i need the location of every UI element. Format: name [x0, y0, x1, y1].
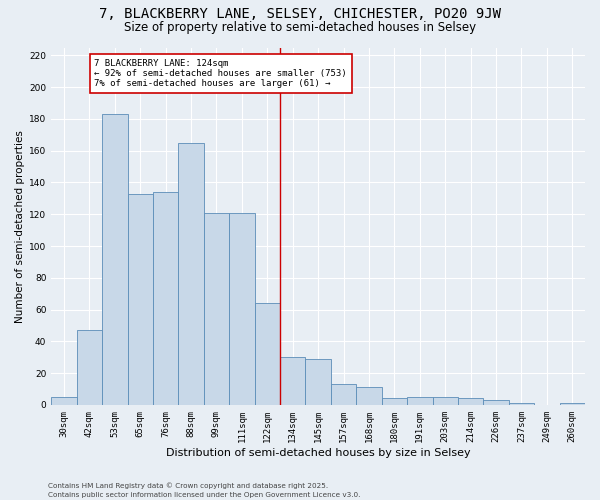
- Bar: [484, 400, 509, 405]
- Bar: [509, 403, 534, 405]
- Bar: [128, 194, 153, 405]
- Text: 7, BLACKBERRY LANE, SELSEY, CHICHESTER, PO20 9JW: 7, BLACKBERRY LANE, SELSEY, CHICHESTER, …: [99, 8, 501, 22]
- Bar: [356, 388, 382, 405]
- Text: Contains HM Land Registry data © Crown copyright and database right 2025.: Contains HM Land Registry data © Crown c…: [48, 482, 328, 489]
- Bar: [407, 397, 433, 405]
- Bar: [458, 398, 484, 405]
- Bar: [51, 397, 77, 405]
- Bar: [153, 192, 178, 405]
- Y-axis label: Number of semi-detached properties: Number of semi-detached properties: [15, 130, 25, 322]
- Bar: [331, 384, 356, 405]
- Bar: [280, 357, 305, 405]
- Text: 7 BLACKBERRY LANE: 124sqm
← 92% of semi-detached houses are smaller (753)
7% of : 7 BLACKBERRY LANE: 124sqm ← 92% of semi-…: [94, 58, 347, 88]
- Text: Contains public sector information licensed under the Open Government Licence v3: Contains public sector information licen…: [48, 492, 361, 498]
- Bar: [204, 212, 229, 405]
- Bar: [77, 330, 102, 405]
- Bar: [229, 212, 254, 405]
- Bar: [102, 114, 128, 405]
- Text: Size of property relative to semi-detached houses in Selsey: Size of property relative to semi-detach…: [124, 21, 476, 34]
- Bar: [305, 359, 331, 405]
- Bar: [178, 143, 204, 405]
- Bar: [560, 403, 585, 405]
- Bar: [254, 303, 280, 405]
- Bar: [382, 398, 407, 405]
- Bar: [433, 397, 458, 405]
- X-axis label: Distribution of semi-detached houses by size in Selsey: Distribution of semi-detached houses by …: [166, 448, 470, 458]
